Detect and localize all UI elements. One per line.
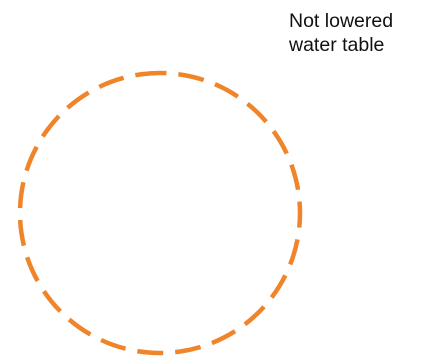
label-line-2: water table <box>289 34 385 56</box>
water-table-circle <box>17 70 303 356</box>
label-line-1: Not lowered <box>289 10 394 32</box>
water-table-label: Not lowered water table <box>289 9 425 57</box>
